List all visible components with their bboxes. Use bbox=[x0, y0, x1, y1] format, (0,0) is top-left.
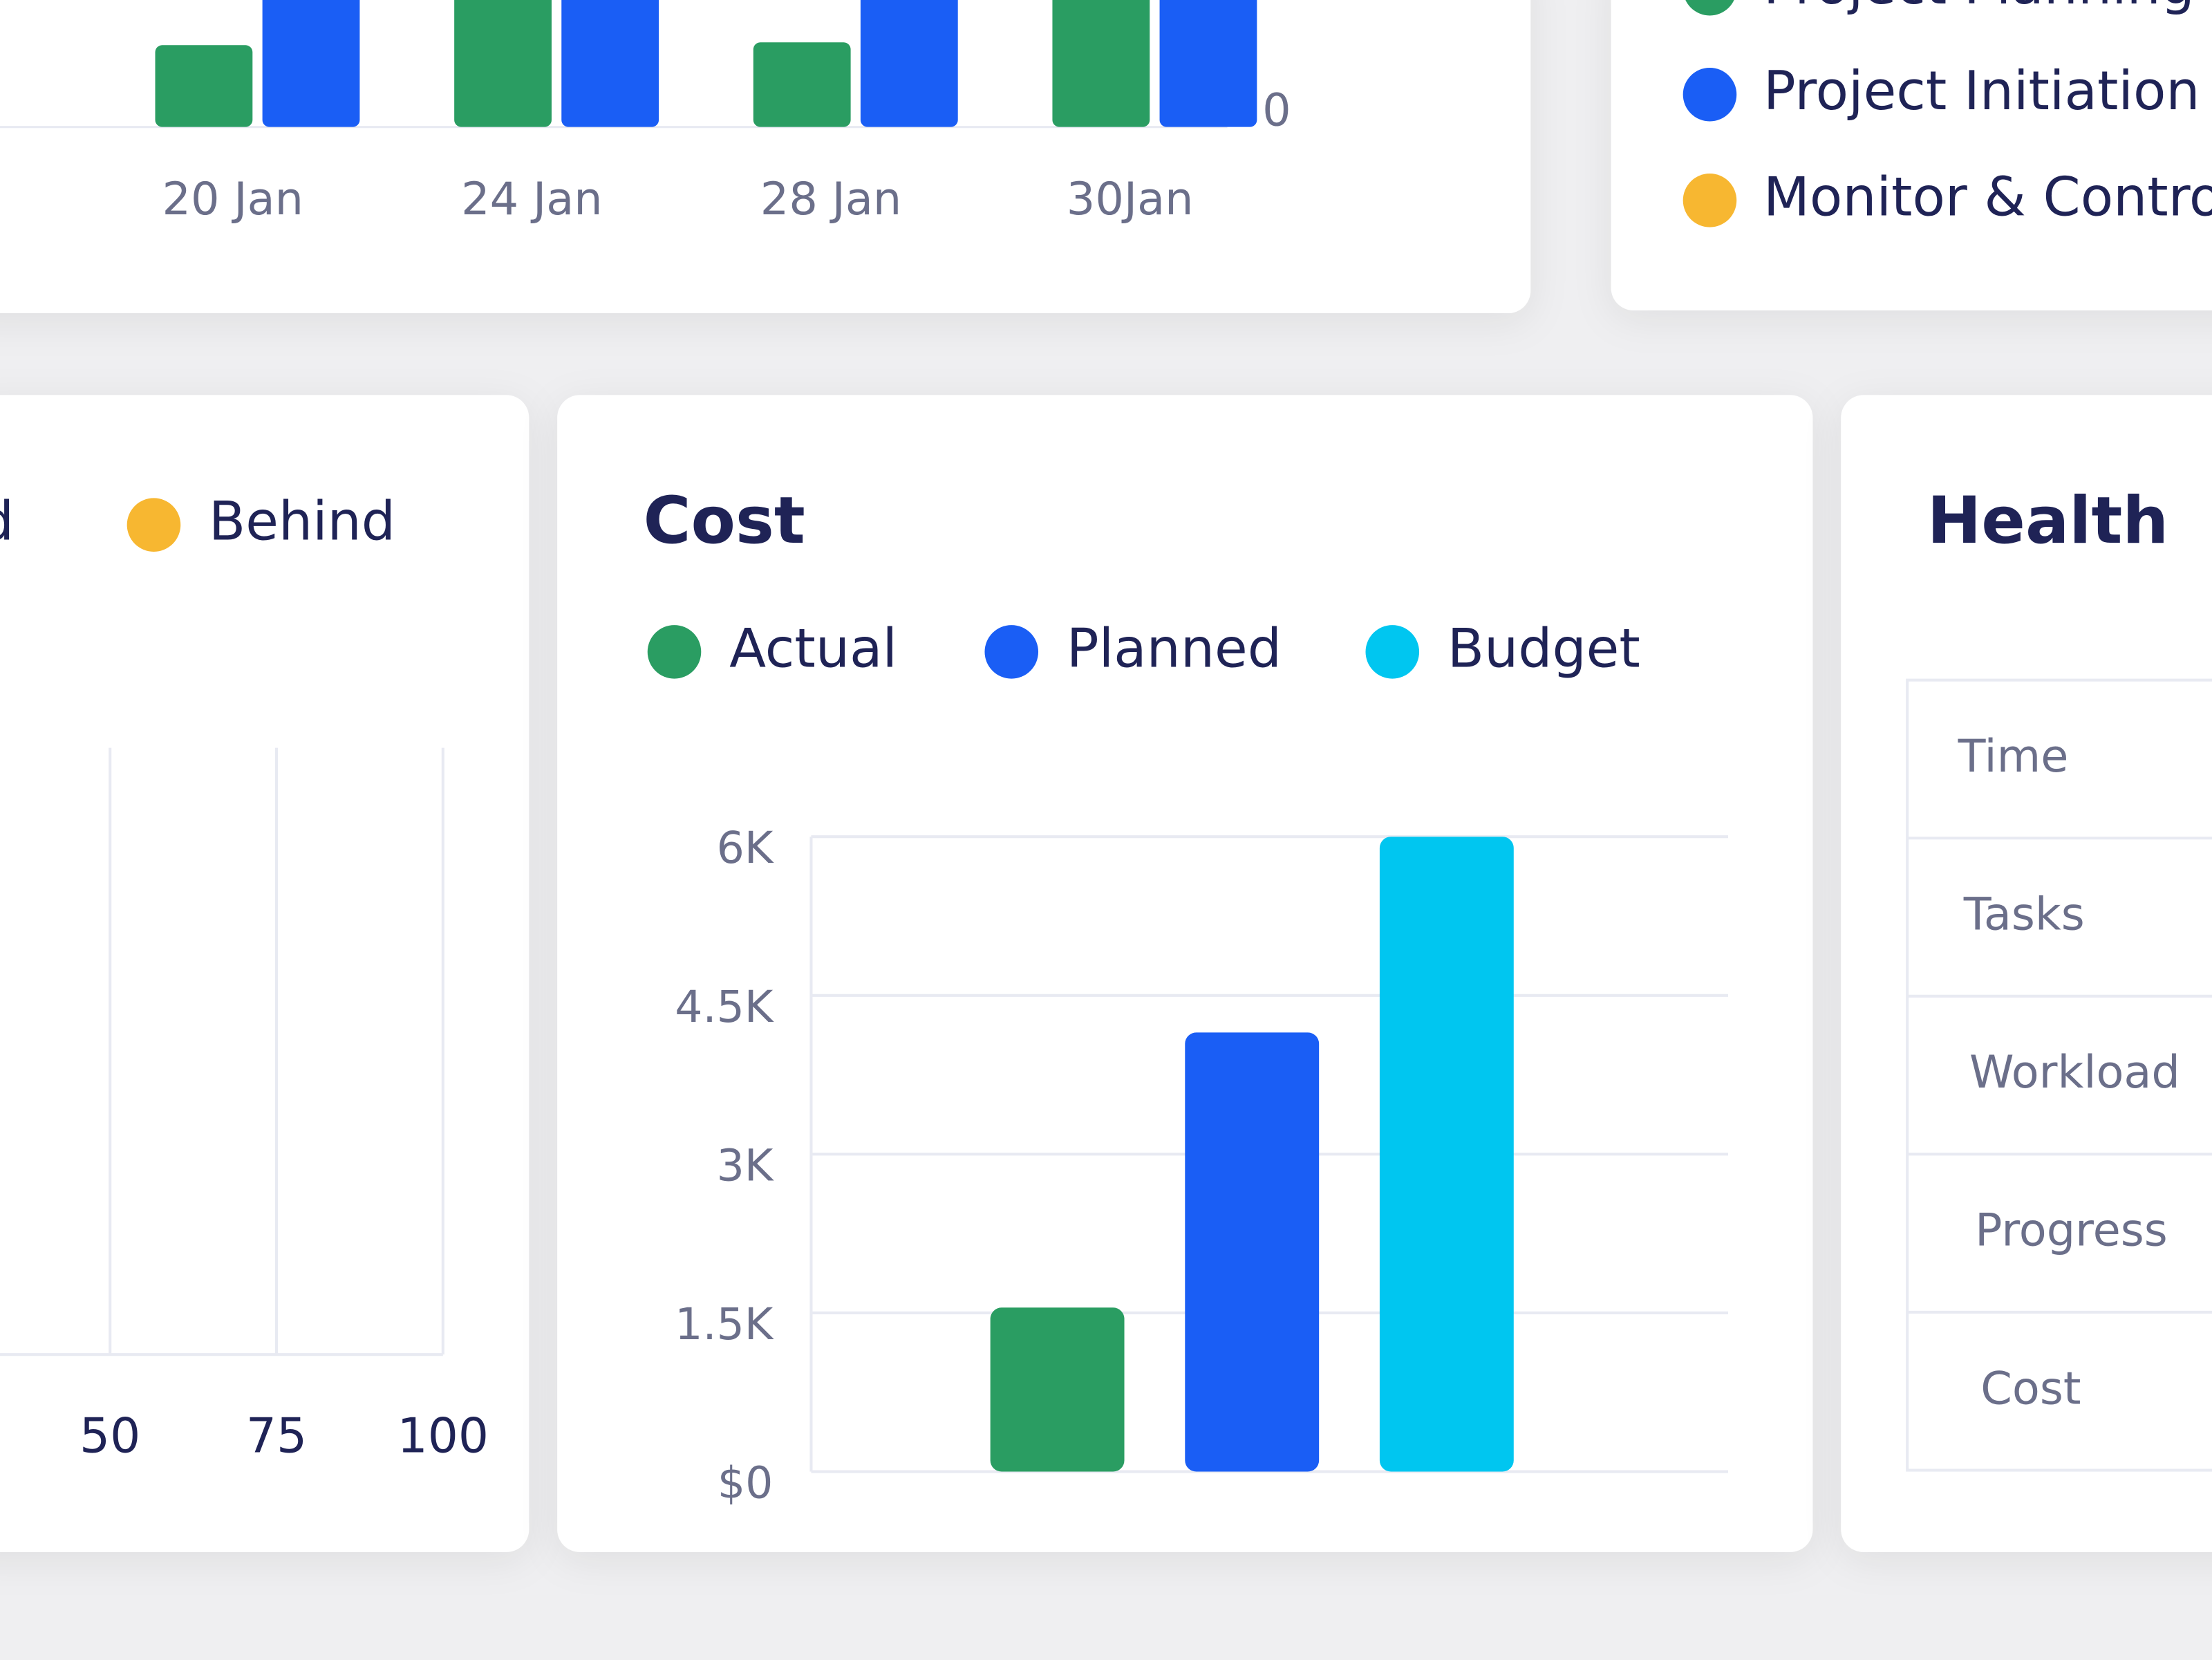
row-label: Progress bbox=[1975, 1204, 2168, 1257]
x-tick-label: 28 Jan bbox=[760, 173, 902, 225]
bar bbox=[860, 0, 958, 127]
bar bbox=[1052, 0, 1150, 127]
x-tick-label: 75 bbox=[246, 1409, 307, 1464]
legend-label: Actual bbox=[729, 617, 897, 680]
legend-dot bbox=[1683, 67, 1737, 122]
bar bbox=[1185, 1032, 1320, 1472]
x-tick-label: 24 Jan bbox=[461, 173, 603, 225]
bar bbox=[454, 0, 552, 127]
schedule-card bbox=[0, 395, 529, 1552]
y-tick-label: 3K bbox=[717, 1139, 774, 1191]
phases-card bbox=[1611, 0, 2212, 310]
y-tick-label: 1.5K bbox=[675, 1298, 774, 1350]
y-tick-label: $0 bbox=[718, 1457, 773, 1509]
legend-label: Project Initiation bbox=[1763, 60, 2200, 122]
legend-dot bbox=[1365, 625, 1420, 679]
bar bbox=[262, 0, 360, 127]
row-label: Tasks bbox=[1963, 888, 2085, 941]
x-tick-label: 30Jan bbox=[1067, 173, 1194, 225]
legend-dot bbox=[984, 625, 1039, 679]
bar bbox=[753, 42, 851, 127]
y-tick-label: 6K bbox=[717, 822, 774, 873]
legend-label: Planned bbox=[1067, 617, 1282, 680]
bar bbox=[1159, 0, 1257, 127]
legend-label: Budget bbox=[1447, 617, 1640, 680]
legend-dot bbox=[126, 498, 181, 552]
legend-label: Project Planning bbox=[1763, 0, 2195, 17]
row-label: Cost bbox=[1980, 1362, 2081, 1415]
bar bbox=[990, 1307, 1125, 1472]
legend-label: Behind bbox=[209, 491, 395, 553]
legend-dot bbox=[1683, 174, 1737, 227]
legend-dot bbox=[1685, 0, 1734, 16]
legend-label: Ahead bbox=[0, 491, 14, 553]
x-tick-label: 100 bbox=[397, 1409, 489, 1464]
y-tick-label: 4.5K bbox=[675, 981, 774, 1032]
card-title: Health bbox=[1927, 483, 2168, 559]
health-card bbox=[1841, 395, 2212, 1552]
cost-card bbox=[557, 395, 1813, 1552]
y-tick-label: 0 bbox=[1262, 84, 1291, 136]
legend-dot bbox=[647, 625, 702, 679]
chart-title: Cost bbox=[644, 483, 805, 559]
row-label: Workload bbox=[1969, 1046, 2180, 1099]
x-tick-label: 50 bbox=[79, 1409, 140, 1464]
bar bbox=[561, 0, 659, 127]
row-label: Time bbox=[1958, 730, 2069, 783]
table-frame bbox=[1906, 678, 2212, 1472]
bar bbox=[155, 45, 253, 127]
x-tick-label: 20 Jan bbox=[162, 173, 303, 225]
bar bbox=[1379, 837, 1514, 1472]
legend-label: Monitor & Control bbox=[1763, 166, 2212, 228]
